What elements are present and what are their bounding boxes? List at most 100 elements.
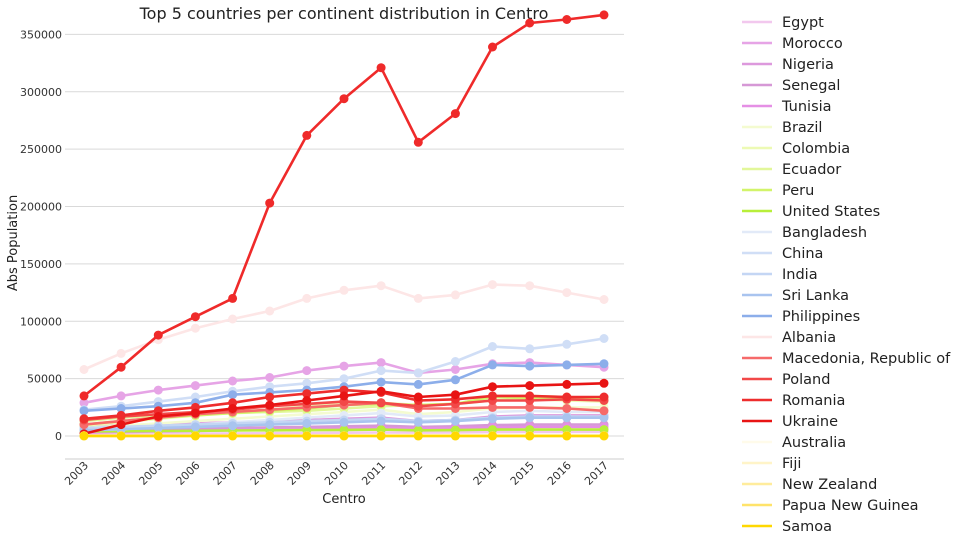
y-tick-label: 0: [55, 430, 62, 443]
x-tick-label: 2012: [396, 459, 425, 488]
data-point: [265, 373, 275, 382]
data-point: [339, 285, 349, 295]
data-point: [376, 281, 386, 291]
y-axis-ticks: 0 50000 100000 150000 200000 250000 300000 3500…: [20, 28, 62, 443]
data-point: [190, 381, 200, 391]
legend-label: Egypt: [782, 15, 824, 31]
data-point: [265, 306, 275, 316]
y-tick-label: 300000: [20, 86, 62, 99]
x-tick-label: 2005: [136, 459, 165, 488]
legend: Egypt Morocco Nigeria Senegal Tunisia Brazil C…: [742, 15, 951, 535]
legend-label: Brazil: [782, 120, 822, 136]
data-point: [599, 378, 609, 388]
data-point: [488, 360, 497, 370]
data-point: [228, 376, 238, 386]
data-point: [153, 412, 163, 421]
data-point: [376, 398, 386, 408]
series-sri-lanka: [79, 413, 609, 435]
data-point: [79, 365, 89, 374]
data-point: [228, 293, 238, 303]
y-tick-label: 250000: [20, 143, 62, 156]
data-point: [562, 339, 572, 349]
legend-label: Bangladesh: [782, 225, 867, 241]
data-point: [488, 342, 497, 351]
data-point: [116, 404, 126, 413]
data-point: [302, 389, 312, 399]
x-tick-label: 2016: [545, 459, 574, 488]
data-point: [599, 413, 609, 423]
data-point: [190, 312, 200, 322]
x-tick-label: 2010: [322, 459, 351, 488]
data-point: [450, 109, 460, 119]
chart-title: Top 5 countries per continent distributi…: [139, 4, 549, 23]
data-point: [228, 404, 238, 413]
data-point: [525, 344, 535, 354]
data-point: [190, 422, 200, 432]
data-point: [599, 406, 609, 416]
data-point: [79, 406, 89, 416]
series-samoa: [79, 431, 609, 441]
data-point: [376, 366, 386, 376]
legend-label: India: [782, 267, 818, 283]
legend-label: China: [782, 246, 823, 262]
data-point: [413, 368, 423, 378]
data-point: [562, 379, 572, 389]
data-point: [488, 391, 497, 401]
data-point: [302, 396, 312, 405]
data-point: [599, 10, 609, 20]
legend-label: Papua New Guinea: [782, 498, 919, 514]
data-point: [79, 414, 89, 424]
legend-label: Senegal: [782, 78, 840, 94]
legend-label: Samoa: [782, 519, 832, 535]
data-point: [265, 400, 275, 410]
y-tick-label: 150000: [20, 258, 62, 271]
legend-label: Sri Lanka: [782, 288, 849, 304]
data-point: [153, 431, 163, 441]
data-point: [339, 94, 349, 104]
data-point: [450, 390, 460, 400]
data-point: [599, 295, 609, 304]
y-tick-label: 100000: [20, 315, 62, 328]
legend-label: Macedonia, Republic of: [782, 351, 951, 367]
legend-label: Morocco: [782, 36, 843, 52]
series-lines: [79, 10, 609, 441]
data-point: [116, 410, 126, 420]
legend-label: Philippines: [782, 309, 860, 325]
data-point: [525, 431, 535, 441]
data-point: [413, 392, 423, 402]
y-tick-label: 50000: [27, 373, 62, 386]
series-line: [83, 283, 605, 371]
data-point: [562, 404, 572, 413]
data-point: [79, 391, 89, 401]
data-point: [450, 416, 460, 426]
data-point: [413, 379, 423, 389]
series-ukraine: [79, 378, 609, 439]
y-tick-label: 200000: [20, 201, 62, 214]
data-point: [228, 431, 238, 441]
data-point: [190, 408, 200, 418]
data-point: [525, 391, 535, 401]
x-tick-label: 2009: [285, 459, 314, 488]
data-point: [228, 390, 238, 400]
gridlines: [65, 33, 624, 437]
data-point: [599, 392, 609, 402]
data-point: [228, 421, 238, 431]
data-point: [116, 362, 126, 372]
legend-label: Nigeria: [782, 57, 834, 73]
data-point: [79, 431, 89, 441]
data-point: [450, 357, 460, 366]
data-point: [302, 293, 312, 303]
data-point: [190, 431, 200, 441]
legend-label: Tunisia: [781, 99, 832, 115]
y-axis-label: Abs Population: [6, 195, 21, 291]
data-point: [302, 418, 312, 428]
data-point: [376, 431, 386, 441]
legend-label: Poland: [782, 372, 830, 388]
data-point: [302, 366, 312, 376]
x-tick-label: 2004: [99, 459, 128, 488]
x-tick-label: 2013: [434, 459, 463, 488]
legend-label: Albania: [782, 330, 836, 346]
data-point: [265, 198, 275, 208]
x-tick-label: 2011: [359, 459, 388, 488]
data-point: [339, 431, 349, 441]
